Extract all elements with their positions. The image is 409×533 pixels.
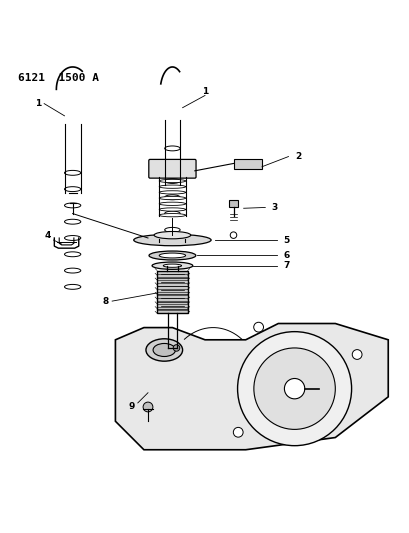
- Text: 5: 5: [283, 236, 289, 245]
- Text: 1: 1: [201, 87, 208, 96]
- Text: 4: 4: [45, 231, 51, 240]
- Text: 6: 6: [283, 251, 289, 260]
- Ellipse shape: [64, 285, 81, 289]
- Ellipse shape: [159, 202, 185, 205]
- Text: 1: 1: [35, 99, 41, 108]
- Ellipse shape: [64, 236, 81, 240]
- Ellipse shape: [164, 146, 180, 151]
- FancyBboxPatch shape: [148, 159, 196, 178]
- Ellipse shape: [164, 195, 180, 200]
- Circle shape: [253, 348, 335, 430]
- Ellipse shape: [164, 179, 180, 183]
- Ellipse shape: [159, 179, 185, 183]
- Bar: [157, 271, 187, 313]
- Text: 7: 7: [283, 261, 289, 270]
- Ellipse shape: [146, 339, 182, 361]
- Ellipse shape: [152, 262, 192, 269]
- Ellipse shape: [164, 228, 180, 232]
- Ellipse shape: [64, 219, 81, 224]
- Circle shape: [253, 322, 263, 332]
- Text: 6121  1500 A: 6121 1500 A: [18, 73, 99, 83]
- Ellipse shape: [159, 253, 185, 258]
- Circle shape: [230, 232, 236, 238]
- Text: 3: 3: [270, 203, 276, 212]
- Ellipse shape: [159, 185, 185, 188]
- Polygon shape: [115, 324, 387, 450]
- Ellipse shape: [64, 268, 81, 273]
- Circle shape: [351, 350, 361, 359]
- Ellipse shape: [164, 211, 180, 216]
- Ellipse shape: [153, 343, 175, 357]
- Circle shape: [173, 345, 179, 351]
- Ellipse shape: [64, 252, 81, 257]
- Text: 9: 9: [128, 402, 135, 411]
- Ellipse shape: [133, 235, 211, 246]
- Circle shape: [284, 378, 304, 399]
- Ellipse shape: [154, 231, 190, 239]
- Circle shape: [143, 402, 153, 412]
- Ellipse shape: [64, 171, 81, 175]
- Ellipse shape: [164, 162, 180, 167]
- Ellipse shape: [159, 197, 185, 200]
- Ellipse shape: [159, 191, 185, 194]
- Ellipse shape: [148, 251, 196, 260]
- Ellipse shape: [159, 214, 185, 217]
- Ellipse shape: [159, 208, 185, 211]
- Ellipse shape: [163, 264, 181, 268]
- Ellipse shape: [64, 203, 81, 208]
- Circle shape: [233, 427, 243, 437]
- Circle shape: [237, 332, 351, 446]
- Bar: [228, 200, 238, 207]
- Text: 8: 8: [102, 296, 108, 305]
- Bar: [233, 159, 261, 169]
- Ellipse shape: [64, 187, 81, 191]
- Text: 2: 2: [295, 152, 301, 161]
